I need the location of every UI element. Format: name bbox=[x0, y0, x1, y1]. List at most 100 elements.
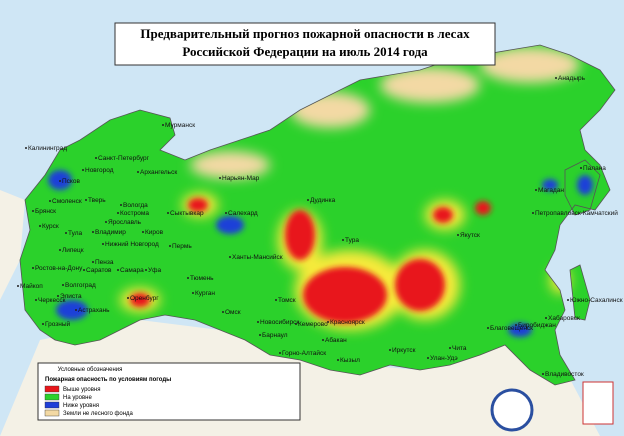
city-label: Самара bbox=[120, 267, 144, 274]
logo bbox=[582, 381, 614, 425]
city-label: Калининград bbox=[28, 145, 67, 152]
city-dot bbox=[535, 189, 537, 191]
city-label: Курск bbox=[42, 223, 59, 230]
city-dot bbox=[192, 292, 194, 294]
legend-swatch bbox=[44, 393, 60, 401]
city-dot bbox=[39, 225, 41, 227]
city-dot bbox=[32, 210, 34, 212]
city-label: Сыктывкар bbox=[170, 210, 204, 217]
city-label: Ростов-на-Дону bbox=[35, 265, 83, 272]
city-label: Барнаул bbox=[262, 332, 288, 339]
city-label: Киров bbox=[145, 229, 164, 236]
city-label: Вологда bbox=[123, 202, 148, 209]
city-dot bbox=[75, 309, 77, 311]
city-label: Благовещенск bbox=[490, 325, 533, 332]
city-dot bbox=[457, 234, 459, 236]
city-label: Кемерово bbox=[298, 321, 328, 328]
city-label: Курган bbox=[195, 290, 215, 297]
logo bbox=[490, 388, 534, 432]
city-dot bbox=[389, 349, 391, 351]
city-dot bbox=[127, 297, 129, 299]
city-dot bbox=[580, 167, 582, 169]
city-dot bbox=[532, 212, 534, 214]
legend-label: Ниже уровня bbox=[63, 403, 99, 409]
city-dot bbox=[259, 334, 261, 336]
city-label: Владивосток bbox=[545, 371, 584, 378]
legend-subtitle: Пожарная опасность по условиям погоды bbox=[45, 377, 171, 383]
city-label: Красноярск bbox=[330, 319, 365, 326]
city-dot bbox=[59, 180, 61, 182]
city-dot bbox=[120, 204, 122, 206]
city-dot bbox=[275, 299, 277, 301]
city-dot bbox=[555, 77, 557, 79]
city-label: Пенза bbox=[95, 259, 114, 266]
city-label: Уфа bbox=[148, 267, 161, 274]
city-dot bbox=[57, 295, 59, 297]
city-label: Нижний Новгород bbox=[105, 240, 159, 248]
city-dot bbox=[92, 231, 94, 233]
city-dot bbox=[219, 177, 221, 179]
city-label: Грозный bbox=[45, 320, 71, 328]
cities: Мурманск Калининград Санкт-Петербург Арханг… bbox=[17, 75, 623, 378]
city-label: Дудинка bbox=[310, 197, 336, 204]
city-label: Горно-Алтайск bbox=[282, 349, 326, 357]
city-label: Кострома bbox=[120, 210, 149, 217]
city-dot bbox=[117, 212, 119, 214]
city-dot bbox=[102, 243, 104, 245]
city-label: Владимир bbox=[95, 229, 126, 236]
city-label: Абакан bbox=[325, 336, 347, 344]
city-dot bbox=[487, 327, 489, 329]
city-dot bbox=[145, 269, 147, 271]
city-dot bbox=[25, 147, 27, 149]
city-dot bbox=[59, 249, 61, 251]
city-dot bbox=[137, 171, 139, 173]
city-label: Саратов bbox=[86, 267, 112, 274]
legend-label: Выше уровня bbox=[63, 387, 101, 393]
city-label: Палана bbox=[583, 165, 606, 172]
city-label: Петропавловск-Камчатский bbox=[535, 209, 618, 217]
city-label: Новгород bbox=[85, 167, 114, 174]
city-dot bbox=[82, 169, 84, 171]
city-label: Хабаровск bbox=[548, 314, 580, 322]
city-label: Элиста bbox=[60, 293, 82, 300]
city-label: Омск bbox=[225, 309, 241, 316]
city-label: Черкесск bbox=[38, 297, 66, 304]
city-dot bbox=[85, 199, 87, 201]
legend-label: На уровне bbox=[63, 395, 92, 401]
city-label: Якутск bbox=[460, 232, 480, 239]
city-dot bbox=[167, 212, 169, 214]
legend-swatch bbox=[44, 401, 60, 409]
city-dot bbox=[222, 311, 224, 313]
city-label: Биробиджан bbox=[518, 321, 556, 329]
city-dot bbox=[322, 339, 324, 341]
city-dot bbox=[65, 232, 67, 234]
city-dot bbox=[542, 373, 544, 375]
city-label: Магадан bbox=[538, 187, 564, 194]
city-dot bbox=[142, 231, 144, 233]
city-dot bbox=[449, 347, 451, 349]
legend-heading: Условные обозначения bbox=[58, 367, 123, 373]
city-label: Смоленск bbox=[52, 198, 82, 205]
city-dot bbox=[567, 299, 569, 301]
city-label: Иркутск bbox=[392, 347, 416, 354]
city-label: Санкт-Петербург bbox=[98, 154, 150, 162]
legend-swatch bbox=[44, 409, 60, 417]
city-dot bbox=[83, 269, 85, 271]
city-dot bbox=[49, 200, 51, 202]
city-label: Улан-Удэ bbox=[430, 355, 458, 362]
city-label: Анадырь bbox=[558, 75, 586, 82]
city-label: Тюмень bbox=[190, 275, 214, 282]
city-dot bbox=[62, 284, 64, 286]
city-dot bbox=[295, 323, 297, 325]
city-label: Псков bbox=[62, 178, 80, 185]
city-label: Архангельск bbox=[140, 169, 177, 176]
city-label: Пермь bbox=[172, 243, 192, 250]
title: Предварительный прогноз пожарной опаснос… bbox=[140, 26, 470, 41]
city-dot bbox=[17, 285, 19, 287]
city-label: Южно-Сахалинск bbox=[570, 297, 623, 304]
city-dot bbox=[187, 277, 189, 279]
city-label: Майкоп bbox=[20, 282, 43, 290]
city-dot bbox=[307, 199, 309, 201]
city-dot bbox=[342, 239, 344, 241]
